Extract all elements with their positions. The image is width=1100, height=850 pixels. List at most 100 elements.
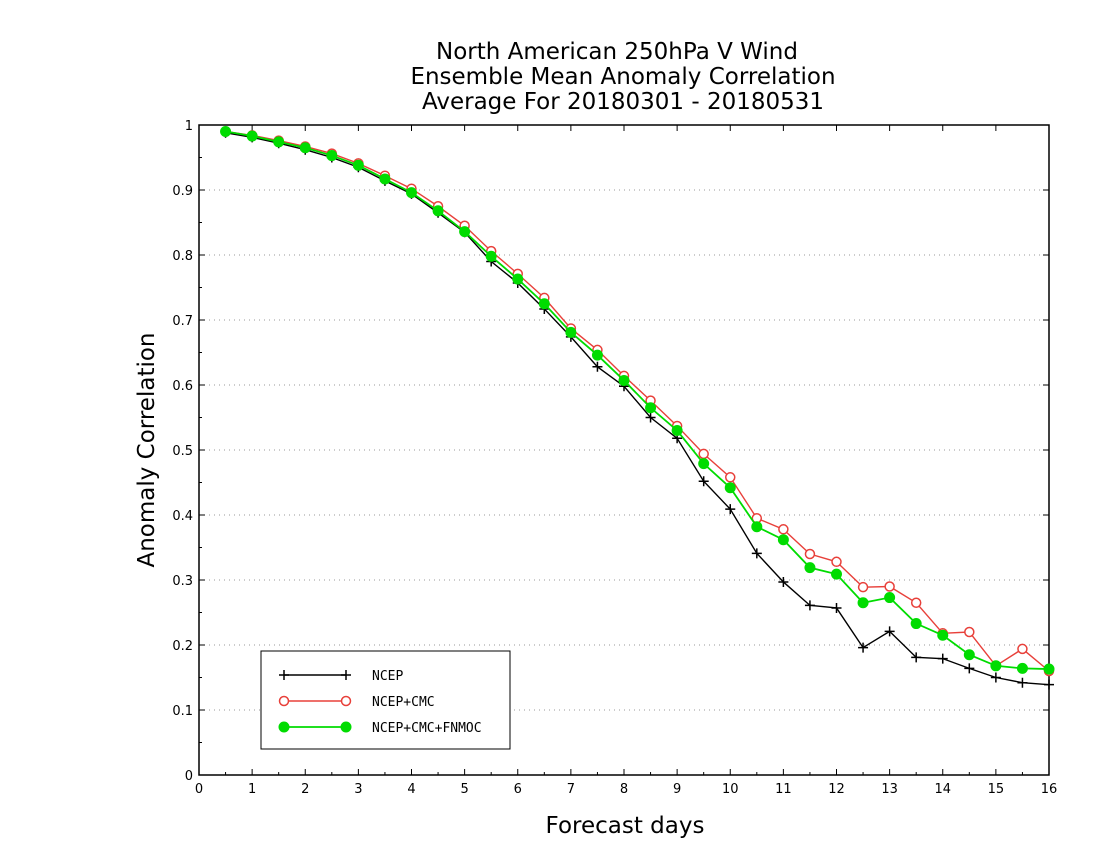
- y-tick-label-6: 0.6: [172, 379, 193, 394]
- legend-marker-start-0: [279, 670, 289, 680]
- data-point-0-21: [778, 576, 789, 587]
- legend-label-0: NCEP: [372, 669, 403, 684]
- x-tick-label-5: 5: [460, 782, 468, 797]
- y-tick-label-9: 0.9: [172, 184, 193, 199]
- x-tick-label-1: 1: [248, 782, 256, 797]
- data-point-2-12: [538, 298, 550, 310]
- data-point-2-7: [406, 187, 417, 199]
- data-point-2-13: [565, 326, 577, 338]
- data-point-0-24: [858, 642, 869, 653]
- chart-title: North American 250hPa V Wind Ensemble Me…: [410, 39, 835, 115]
- data-point-2-14: [591, 349, 603, 361]
- series-line-2: [225, 130, 1050, 670]
- x-tick-label-2: 2: [301, 782, 309, 797]
- data-point-0-14: [592, 361, 603, 372]
- grid-lines: [199, 189, 1049, 711]
- legend-marker-start-2: [278, 721, 290, 733]
- data-point-2-15: [618, 374, 630, 386]
- data-point-2-4: [326, 150, 338, 162]
- y-tick-label-1: 0.1: [172, 704, 193, 719]
- data-point-0-26: [911, 652, 922, 663]
- data-point-2-11: [512, 273, 524, 285]
- x-tick-label-16: 16: [1041, 782, 1058, 797]
- data-point-1-28: [964, 626, 975, 638]
- data-point-2-23: [831, 568, 842, 580]
- y-tick-label-8: 0.8: [172, 249, 193, 264]
- data-point-2-28: [963, 649, 975, 661]
- data-point-2-16: [645, 402, 657, 414]
- y-tick-label-0: 0: [185, 769, 193, 784]
- data-point-2-26: [910, 618, 922, 630]
- data-point-2-1: [246, 130, 258, 142]
- data-point-0-19: [725, 504, 736, 515]
- data-point-1-30: [1017, 643, 1028, 655]
- data-point-2-0: [220, 126, 232, 137]
- data-point-0-31: [1044, 679, 1054, 690]
- data-point-2-19: [724, 482, 736, 494]
- data-point-2-3: [299, 142, 311, 154]
- data-point-1-18: [698, 448, 709, 460]
- series-2: [220, 126, 1055, 675]
- legend-marker-start-1: [278, 695, 290, 707]
- data-point-1-26: [910, 597, 922, 608]
- y-tick-label-5: 0.5: [172, 444, 193, 459]
- series-0: [220, 127, 1054, 690]
- data-point-1-19: [725, 472, 736, 483]
- x-tick-label-4: 4: [407, 782, 415, 797]
- y-tick-label-10: 1: [185, 119, 193, 134]
- legend-marker-end-1: [340, 695, 352, 707]
- legend: NCEP NCEP+CMC NCEP+CMC+FNMOC: [260, 650, 511, 750]
- data-point-0-25: [884, 626, 895, 637]
- legend-label-2: NCEP+CMC+FNMOC: [372, 721, 482, 736]
- data-point-2-25: [884, 592, 896, 604]
- data-point-2-30: [1016, 662, 1028, 674]
- x-tick-label-15: 15: [988, 782, 1005, 797]
- x-tick-label-13: 13: [881, 782, 898, 797]
- axes: 0 1 2 3 4 5 6 7 8 9 10 11 12 13 14 15 1600.10.20.30.40.5…: [172, 119, 1057, 797]
- data-point-0-28: [964, 663, 975, 674]
- data-point-0-20: [751, 548, 762, 559]
- x-tick-label-11: 11: [775, 782, 792, 797]
- data-point-2-29: [990, 660, 1002, 672]
- data-point-2-27: [937, 629, 949, 641]
- data-point-2-24: [857, 597, 869, 609]
- data-point-2-18: [698, 458, 710, 470]
- data-point-2-2: [273, 136, 285, 148]
- data-point-1-22: [804, 548, 816, 560]
- data-point-0-16: [645, 412, 656, 423]
- x-tick-label-10: 10: [722, 782, 739, 797]
- y-tick-label-3: 0.3: [172, 574, 193, 589]
- legend-label-1: NCEP+CMC: [372, 695, 435, 710]
- x-tick-label-9: 9: [673, 782, 681, 797]
- y-tick-label-4: 0.4: [172, 509, 193, 524]
- data-point-2-6: [379, 173, 391, 185]
- y-axis-label: Anomaly Correlation: [134, 332, 160, 567]
- legend-marker-end-2: [340, 721, 352, 733]
- chart-title-line-2: Ensemble Mean Anomaly Correlation: [410, 64, 835, 90]
- data-series: [220, 126, 1055, 690]
- x-tick-label-8: 8: [620, 782, 628, 797]
- data-point-2-8: [432, 205, 444, 217]
- data-point-2-22: [804, 562, 816, 574]
- x-tick-label-14: 14: [934, 782, 951, 797]
- data-point-2-10: [485, 250, 497, 262]
- data-point-2-21: [777, 534, 789, 546]
- y-tick-label-7: 0.7: [172, 314, 193, 329]
- data-point-0-27: [937, 653, 948, 664]
- data-point-1-24: [857, 581, 869, 593]
- data-point-2-9: [459, 226, 471, 238]
- x-tick-label-12: 12: [828, 782, 845, 797]
- data-point-0-23: [831, 602, 842, 613]
- y-tick-label-2: 0.2: [172, 639, 193, 654]
- data-point-2-31: [1043, 663, 1055, 675]
- data-point-0-29: [990, 672, 1001, 683]
- data-point-2-5: [352, 159, 364, 171]
- x-tick-label-6: 6: [514, 782, 522, 797]
- data-point-1-21: [778, 524, 789, 535]
- legend-marker-end-0: [341, 670, 351, 680]
- legend-box: [260, 650, 511, 750]
- data-point-1-25: [884, 581, 895, 592]
- data-point-2-17: [671, 425, 683, 436]
- x-tick-label-3: 3: [354, 782, 362, 797]
